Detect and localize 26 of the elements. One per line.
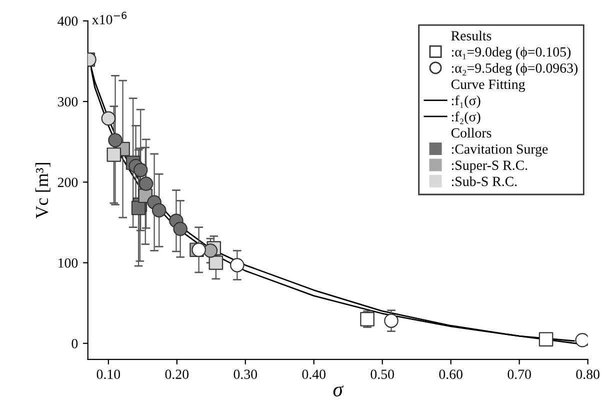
legend-label: :f₁(σ) bbox=[452, 95, 480, 108]
x-tick-label: 0.70 bbox=[508, 370, 531, 380]
y-tick-label: 200 bbox=[58, 178, 78, 188]
x-tick-label: 0.30 bbox=[234, 370, 258, 380]
legend-label: :α₂=9.5deg (ϕ=0.0963) bbox=[452, 63, 578, 76]
y-tick-label: 400 bbox=[58, 16, 78, 26]
legend-label: :f₂(σ) bbox=[452, 112, 480, 124]
annotation: x10$^{−6}$ bbox=[92, 12, 127, 24]
x-axis-title: σ bbox=[333, 386, 344, 396]
y-axis-title: Vc [m³] bbox=[35, 163, 50, 219]
x-tick-label: 0.60 bbox=[439, 370, 462, 380]
legend-label: :Sub-S R.C. bbox=[452, 176, 517, 186]
x-tick-label: 0.10 bbox=[96, 370, 120, 380]
legend-label: :α₁=9.0deg (ϕ=0.105) bbox=[452, 46, 571, 60]
y-tick-label: 100 bbox=[58, 258, 78, 268]
annotation: Collors bbox=[451, 128, 492, 138]
x-tick-label: 0.80 bbox=[576, 370, 600, 380]
legend-label: :Cavitation Surge bbox=[452, 144, 548, 157]
annotation: Results bbox=[451, 30, 492, 40]
y-tick-label: 300 bbox=[58, 97, 78, 106]
x-tick-label: 0.40 bbox=[302, 370, 326, 380]
annotation: Curve Fitting bbox=[451, 80, 526, 92]
x-tick-label: 0.50 bbox=[370, 370, 394, 380]
x-tick-label: 0.20 bbox=[165, 370, 189, 380]
y-tick-label: 0 bbox=[72, 338, 78, 348]
legend-label: :Super-S R.C. bbox=[452, 160, 528, 173]
